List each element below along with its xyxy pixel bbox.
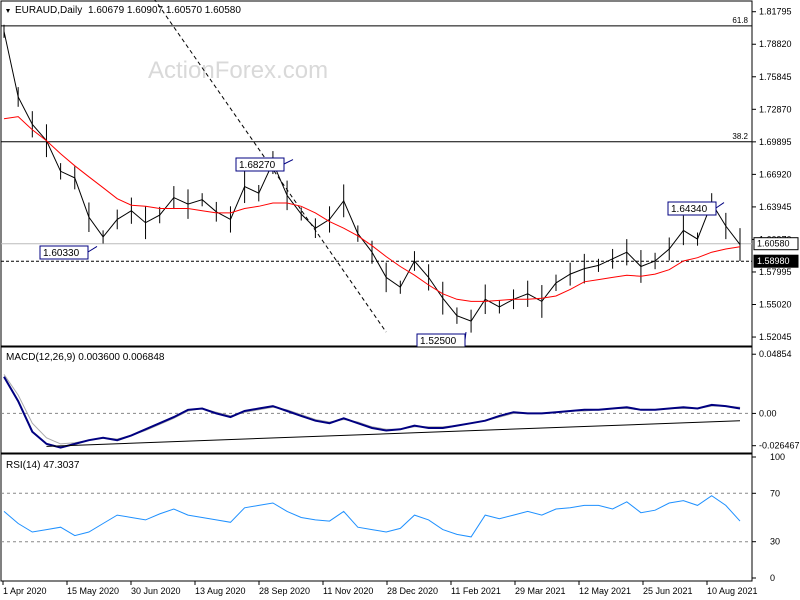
y-tick-label: 0.04854: [759, 349, 792, 359]
annotation-leader: [87, 246, 98, 253]
annotation-label: 1.60330: [43, 248, 80, 259]
y-tick-label: 1.72870: [759, 104, 792, 114]
rsi-title: RSI(14) 47.3037: [6, 460, 80, 471]
y-tick-label: 30: [770, 537, 780, 547]
fib-level-label: 61.8: [732, 16, 748, 25]
level-price-box: [753, 254, 799, 268]
y-tick-label: 1.66920: [759, 169, 792, 179]
rsi-panel: [0, 453, 753, 582]
x-tick-label: 28 Sep 2020: [259, 586, 310, 596]
x-tick-label: 25 Jun 2021: [643, 586, 693, 596]
annotation-box: [39, 245, 89, 260]
watermark: ActionForex.com: [148, 57, 328, 84]
y-tick-label: 0: [770, 573, 775, 583]
annotation-leader: [715, 202, 725, 209]
y-axis: 1.81795 1.78820 1.75845 1.72870 1.69895 1.669…: [752, 7, 800, 583]
fib-level-label: 38.2: [732, 132, 748, 141]
annotation-label: 1.68270: [239, 160, 276, 171]
y-tick-label: 1.78820: [759, 39, 792, 49]
level-price-label: 1.60580: [757, 239, 790, 249]
x-tick-label: 11 Nov 2020: [323, 586, 373, 596]
x-tick-label: 11 Feb 2021: [451, 586, 501, 596]
macd-title: MACD(12,26,9) 0.003600 0.006848: [6, 352, 165, 363]
collapse-arrow-icon: [6, 9, 10, 13]
y-tick-label: -0.026467: [759, 441, 800, 451]
x-tick-label: 30 Jun 2020: [131, 586, 181, 596]
price-layer: 61.8 38.2 1.68270 1.60330 1.64340 1.52500: [1, 0, 752, 348]
x-tick-label: 12 May 2021: [579, 586, 631, 596]
x-tick-label: 29 Mar 2021: [515, 586, 566, 596]
annotation-leader: [283, 159, 294, 165]
y-tick-label: 70: [770, 488, 780, 498]
x-tick-label: 13 Aug 2020: [195, 586, 246, 596]
price-series: [3, 31, 741, 322]
macd-trendline: [46, 420, 741, 447]
annotation-label: 1.52500: [420, 336, 457, 347]
y-tick-label: 1.52045: [759, 332, 792, 342]
x-tick-label: 15 May 2020: [67, 586, 119, 596]
symbol-label: EURAUD,Daily: [15, 5, 82, 16]
level-price-label: 1.58980: [757, 256, 790, 266]
y-tick-label: 0.00: [759, 408, 777, 418]
level-price-box: [753, 237, 799, 251]
macd-panel: [0, 346, 753, 454]
annotation-label: 1.64340: [671, 204, 708, 215]
y-tick-label: 1.57995: [759, 267, 792, 277]
x-axis: 1 Apr 2020 15 May 2020 30 Jun 2020 13 Aug 2…: [2, 581, 758, 596]
price-panel: [0, 0, 753, 347]
annotation-box: [667, 201, 717, 216]
price-annotation: 1.64340: [667, 201, 725, 216]
annotation-box: [235, 157, 285, 172]
moving-average-series: [3, 116, 741, 302]
macd-layer: [1, 374, 752, 449]
price-annotation: 1.52500: [416, 332, 467, 348]
y-tick-label: 1.55020: [759, 300, 792, 310]
y-tick-label: 1.75845: [759, 72, 792, 82]
ohlc-values: 1.60679 1.60907 1.60570 1.60580: [88, 5, 241, 16]
rsi-layer: [1, 492, 752, 543]
x-tick-label: 1 Apr 2020: [3, 586, 47, 596]
x-tick-label: 10 Aug 2021: [707, 586, 758, 596]
x-tick-label: 28 Dec 2020: [387, 586, 438, 596]
header: EURAUD,Daily 1.60679 1.60907 1.60570 1.6…: [6, 5, 241, 16]
y-tick-label: 1.69895: [759, 137, 792, 147]
macd-series: [3, 376, 741, 449]
price-annotation: 1.68270: [235, 157, 294, 172]
annotation-leader: [464, 332, 467, 341]
price-annotation: 1.60330: [39, 245, 98, 260]
y-tick-label: 1.81795: [759, 7, 792, 17]
y-tick-label: 1.63945: [759, 202, 792, 212]
rsi-series: [3, 495, 741, 538]
y-tick-label: 100: [770, 452, 785, 462]
